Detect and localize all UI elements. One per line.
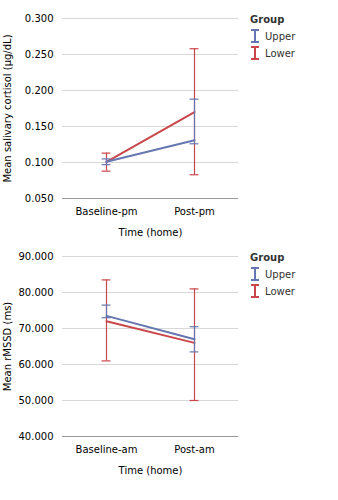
svg-text:Mean salivary cortisol (μg/dL): Mean salivary cortisol (μg/dL) bbox=[2, 34, 13, 182]
svg-text:0.250: 0.250 bbox=[25, 49, 54, 60]
svg-text:Time (home): Time (home) bbox=[118, 465, 183, 476]
html-text:Upper: Upper bbox=[265, 30, 296, 42]
svg-text:50.000: 50.000 bbox=[19, 395, 54, 406]
svg-text:Post-pm: Post-pm bbox=[174, 206, 215, 217]
html-text:Upper: Upper bbox=[265, 268, 296, 280]
html-text:Lower: Lower bbox=[265, 47, 295, 59]
svg-text:Post-am: Post-am bbox=[174, 444, 214, 455]
svg-text:Baseline-am: Baseline-am bbox=[76, 444, 138, 455]
svg-text:40.000: 40.000 bbox=[19, 431, 54, 442]
svg-text:Mean rMSSD (ms): Mean rMSSD (ms) bbox=[2, 302, 13, 392]
html-text:Group: Group bbox=[250, 14, 285, 25]
svg-text:0.050: 0.050 bbox=[25, 193, 54, 204]
svg-text:Time (home): Time (home) bbox=[118, 227, 183, 238]
svg-text:0.200: 0.200 bbox=[25, 85, 54, 96]
svg-text:90.000: 90.000 bbox=[19, 251, 54, 262]
svg-text:0.150: 0.150 bbox=[25, 121, 54, 132]
svg-text:0.300: 0.300 bbox=[25, 13, 54, 24]
html-text:Group: Group bbox=[250, 252, 285, 263]
svg-text:60.000: 60.000 bbox=[19, 359, 54, 370]
svg-text:Baseline-pm: Baseline-pm bbox=[75, 206, 137, 217]
svg-text:0.100: 0.100 bbox=[25, 157, 54, 168]
svg-text:70.000: 70.000 bbox=[19, 323, 54, 334]
svg-text:80.000: 80.000 bbox=[19, 287, 54, 298]
html-text:Lower: Lower bbox=[265, 285, 295, 297]
